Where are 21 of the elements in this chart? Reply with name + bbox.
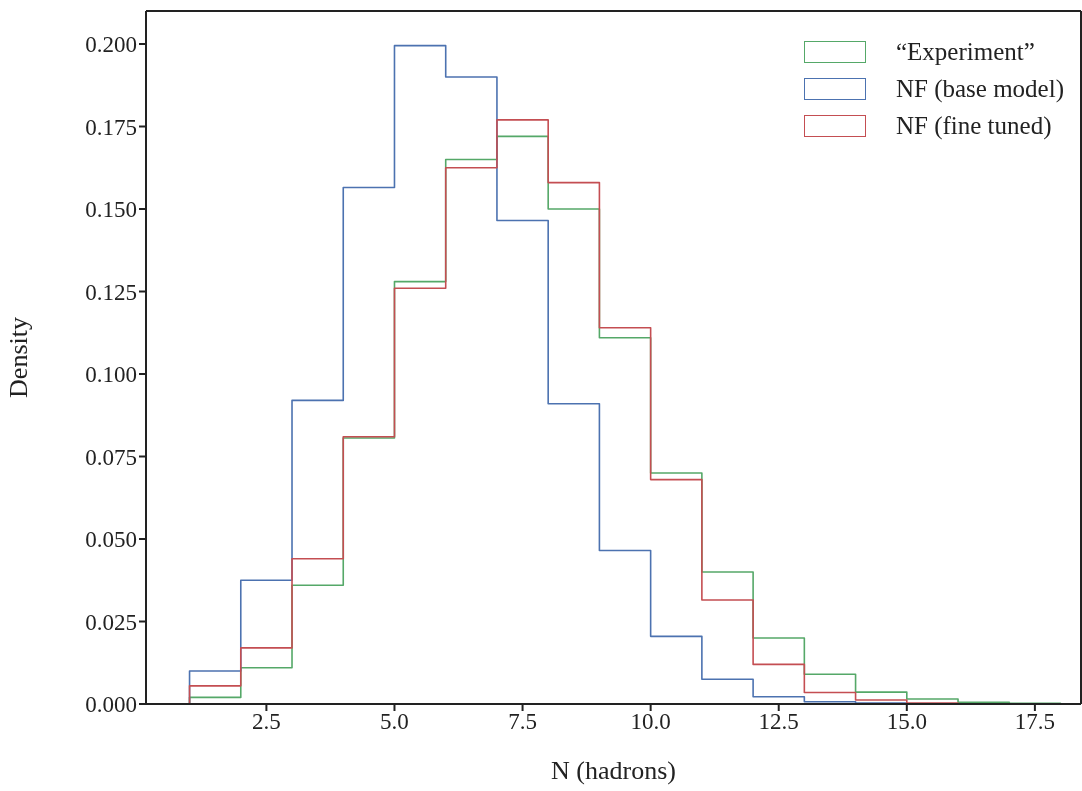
y-tick-label: 0.000: [85, 692, 137, 718]
x-tick-label: 2.5: [252, 709, 281, 735]
y-tick-label: 0.025: [85, 609, 137, 635]
x-tick-label: 10.0: [630, 709, 671, 735]
legend-label: “Experiment”: [895, 38, 1035, 66]
x-tick-label: 5.0: [380, 709, 409, 735]
y-tick-label: 0.175: [85, 114, 137, 140]
y-tick-label: 0.050: [85, 527, 137, 553]
y-tick-label: 0.150: [85, 197, 137, 223]
x-axis-title: N (hadrons): [551, 756, 676, 785]
y-tick-label: 0.100: [85, 362, 137, 388]
y-axis-title: Density: [4, 317, 34, 398]
x-tick-label: 17.5: [1014, 709, 1056, 735]
y-tick-label: 0.075: [85, 444, 137, 470]
x-tick-label: 7.5: [508, 709, 537, 735]
y-tick-label: 0.125: [85, 279, 137, 305]
x-tick-label: 12.5: [758, 709, 799, 735]
x-tick-label: 15.0: [886, 709, 927, 735]
legend-label: NF (base model): [895, 75, 1064, 103]
legend-label: NF (fine tuned): [895, 112, 1052, 140]
y-tick-label: 0.200: [85, 32, 137, 58]
